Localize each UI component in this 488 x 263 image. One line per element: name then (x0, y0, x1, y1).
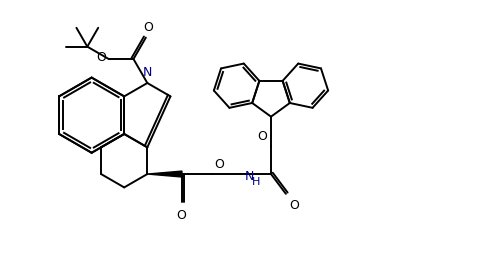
Text: O: O (288, 199, 298, 212)
Polygon shape (147, 171, 182, 177)
Text: N: N (244, 170, 253, 183)
Text: O: O (96, 50, 105, 64)
Text: N: N (142, 66, 152, 79)
Text: O: O (257, 130, 266, 143)
Text: H: H (252, 177, 260, 187)
Text: O: O (176, 209, 185, 222)
Text: O: O (142, 21, 152, 34)
Text: O: O (214, 158, 224, 171)
